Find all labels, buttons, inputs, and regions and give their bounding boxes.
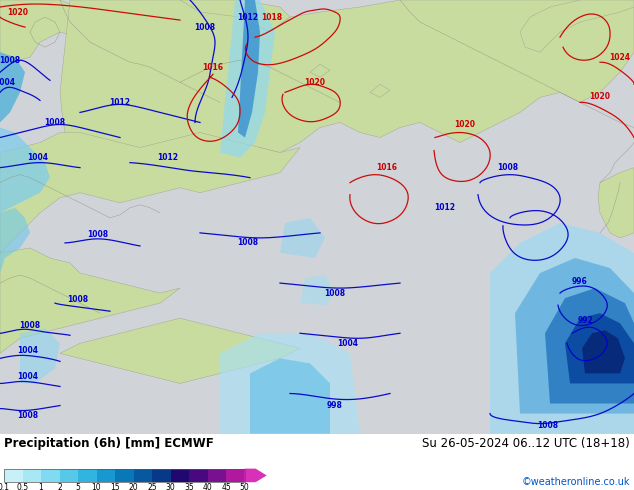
Text: 1024: 1024 <box>609 53 630 62</box>
Text: 1008: 1008 <box>0 56 20 65</box>
Text: 1004: 1004 <box>27 153 48 162</box>
Text: 1008: 1008 <box>20 321 41 330</box>
Bar <box>152 468 171 482</box>
Polygon shape <box>490 223 634 434</box>
Text: 5: 5 <box>75 483 81 490</box>
Polygon shape <box>598 168 634 238</box>
Polygon shape <box>238 0 260 138</box>
Bar <box>60 468 78 482</box>
Text: 1004: 1004 <box>18 346 39 355</box>
Text: 996: 996 <box>572 276 588 286</box>
Text: 0.5: 0.5 <box>16 483 29 490</box>
Polygon shape <box>180 0 290 32</box>
Polygon shape <box>220 333 360 434</box>
Text: 1008: 1008 <box>195 23 216 31</box>
Text: 1004: 1004 <box>337 339 358 348</box>
Polygon shape <box>0 127 50 213</box>
Text: 20: 20 <box>129 483 138 490</box>
Polygon shape <box>310 64 330 77</box>
Text: 1012: 1012 <box>434 203 455 212</box>
Text: 1: 1 <box>39 483 43 490</box>
Polygon shape <box>0 248 180 353</box>
Polygon shape <box>0 52 25 132</box>
Text: 1008: 1008 <box>44 118 65 127</box>
Text: 1008: 1008 <box>498 163 519 172</box>
Text: 10: 10 <box>92 483 101 490</box>
Polygon shape <box>565 313 634 384</box>
Polygon shape <box>0 208 30 273</box>
Text: 1008: 1008 <box>325 289 346 297</box>
Bar <box>78 468 96 482</box>
Polygon shape <box>300 275 335 305</box>
Text: 30: 30 <box>165 483 176 490</box>
Text: 1020: 1020 <box>590 92 611 101</box>
Text: 1012: 1012 <box>157 153 179 162</box>
Polygon shape <box>0 0 100 62</box>
Text: 45: 45 <box>221 483 231 490</box>
Text: 1008: 1008 <box>67 294 89 304</box>
Text: 1008: 1008 <box>87 230 108 240</box>
Text: 1020: 1020 <box>455 120 476 129</box>
Polygon shape <box>60 318 300 384</box>
Bar <box>96 468 115 482</box>
Text: 992: 992 <box>577 316 593 325</box>
Polygon shape <box>520 0 634 52</box>
FancyArrow shape <box>245 468 267 482</box>
Text: 1004: 1004 <box>18 372 39 381</box>
Text: 50: 50 <box>240 483 249 490</box>
Text: 2: 2 <box>57 483 62 490</box>
Bar <box>22 468 41 482</box>
Text: 15: 15 <box>110 483 120 490</box>
Bar <box>189 468 207 482</box>
Text: 1012: 1012 <box>110 98 131 107</box>
Bar <box>4 468 245 482</box>
Text: 35: 35 <box>184 483 194 490</box>
Text: ©weatheronline.co.uk: ©weatheronline.co.uk <box>522 477 630 487</box>
Polygon shape <box>20 328 60 384</box>
Text: 1016: 1016 <box>202 63 224 72</box>
Text: 40: 40 <box>203 483 212 490</box>
Bar <box>115 468 134 482</box>
Text: 1018: 1018 <box>261 13 283 22</box>
Text: Su 26-05-2024 06..12 UTC (18+18): Su 26-05-2024 06..12 UTC (18+18) <box>422 437 630 449</box>
Text: Precipitation (6h) [mm] ECMWF: Precipitation (6h) [mm] ECMWF <box>4 437 214 449</box>
Polygon shape <box>220 0 275 158</box>
Text: 25: 25 <box>147 483 157 490</box>
Bar <box>134 468 152 482</box>
Text: 1016: 1016 <box>377 163 398 172</box>
Bar <box>4 468 22 482</box>
Bar <box>171 468 189 482</box>
Text: 1008: 1008 <box>18 411 39 420</box>
Bar <box>207 468 226 482</box>
Text: 1004: 1004 <box>0 78 15 87</box>
Bar <box>226 468 245 482</box>
Polygon shape <box>60 0 634 178</box>
Polygon shape <box>0 132 300 253</box>
Polygon shape <box>515 258 634 414</box>
Polygon shape <box>370 84 390 98</box>
Polygon shape <box>545 288 634 404</box>
Text: 1008: 1008 <box>538 421 559 430</box>
Polygon shape <box>280 218 325 258</box>
Bar <box>41 468 60 482</box>
Polygon shape <box>250 358 330 434</box>
Text: 1020: 1020 <box>8 7 29 17</box>
Text: 0.1: 0.1 <box>0 483 10 490</box>
Text: 1020: 1020 <box>304 78 325 87</box>
Text: 1008: 1008 <box>238 239 259 247</box>
Polygon shape <box>582 330 625 373</box>
Text: 1012: 1012 <box>238 13 259 22</box>
Text: 998: 998 <box>327 401 343 410</box>
